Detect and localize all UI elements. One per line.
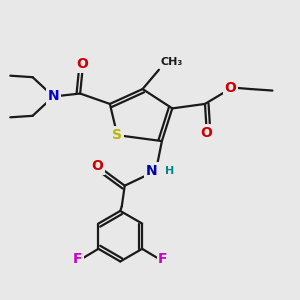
Text: F: F: [73, 252, 82, 266]
Text: CH₃: CH₃: [160, 57, 183, 68]
Text: O: O: [91, 159, 103, 173]
Text: O: O: [224, 81, 236, 94]
Text: H: H: [165, 166, 174, 176]
Text: F: F: [158, 252, 168, 266]
Text: N: N: [48, 89, 59, 103]
Text: O: O: [200, 126, 212, 140]
Text: N: N: [146, 164, 157, 178]
Text: O: O: [76, 57, 88, 71]
Text: S: S: [112, 128, 122, 142]
